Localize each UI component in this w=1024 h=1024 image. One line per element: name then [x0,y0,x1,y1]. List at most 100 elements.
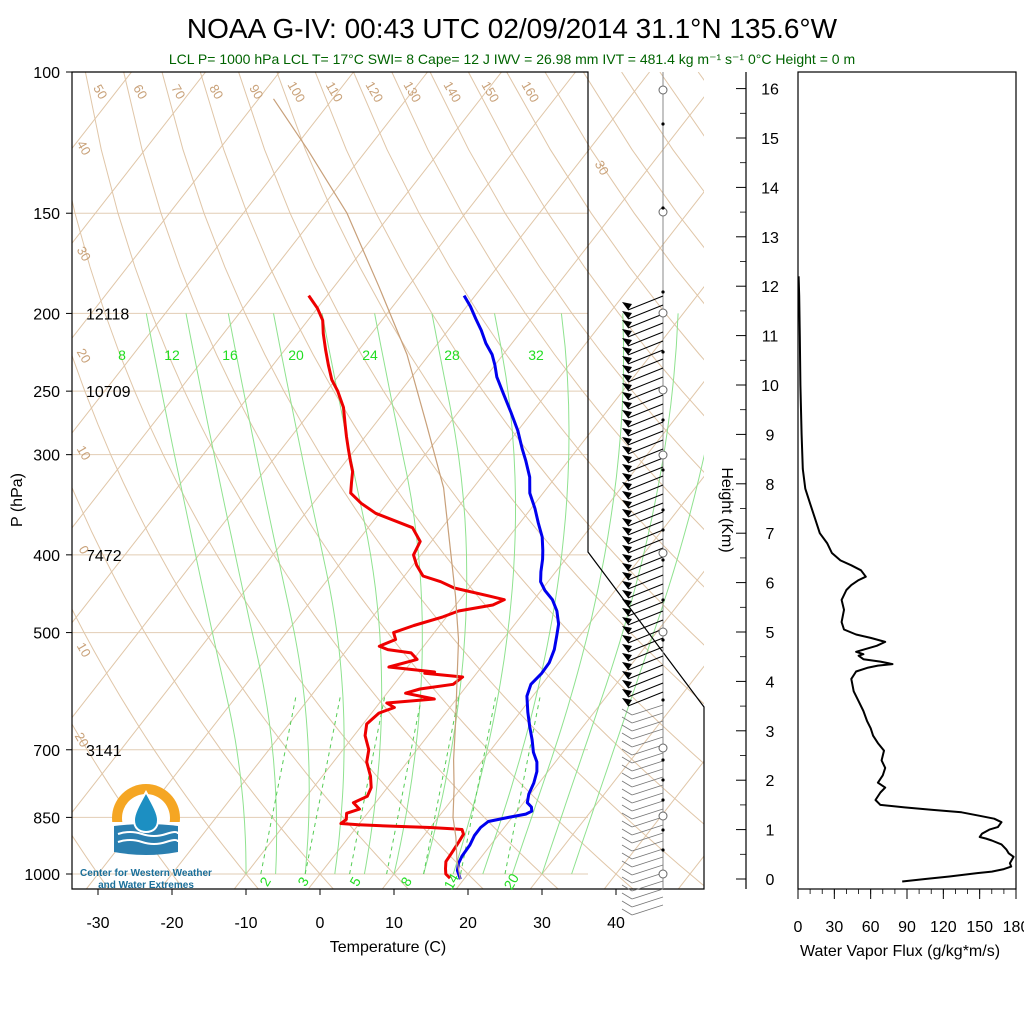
dry-adiabat-line [72,723,185,889]
dry-adiabat-line [697,72,704,81]
wind-barb-flag [622,428,632,436]
wind-barb [631,888,664,900]
wind-barb-feather [621,796,633,804]
wind-barb-flag [622,653,632,661]
wind-barb-feather [621,852,633,860]
wind-barb [631,864,664,876]
x-tick-label: 0 [316,915,325,932]
wind-level-dot [661,508,665,512]
height-tick-label: 8 [766,477,775,494]
moist-adiabat-line [423,313,468,875]
dry-adiabat-line [161,72,704,887]
isotherm-label: 40 [74,138,94,158]
wind-barb [631,880,664,892]
wind-barb [627,430,664,446]
wind-barb [627,493,664,509]
wind-barb [627,502,664,518]
height-tick-label: 12 [761,279,779,296]
mixing-ratio-label: 12 [164,347,180,363]
parcel-curve [273,98,461,880]
wind-barb-feather [621,876,633,884]
wind-barb-flag [622,662,632,670]
wind-barb-flag [622,509,632,517]
mixing-ratio-line [349,695,386,875]
wind-barb [627,673,664,689]
wind-barb [627,403,664,419]
wvf-curve [798,276,1015,883]
wind-barb [627,538,664,554]
moist-adiabat-line [571,454,704,875]
wind-barb [627,304,664,320]
lower-mixing-label: 5 [346,874,364,889]
wind-barb-feather [621,764,633,772]
wind-barb-flag [622,545,632,553]
isotherm-line [72,72,428,529]
adiabat-label: 100 [285,79,309,105]
wind-barb-flag [622,590,632,598]
wind-barb-flag [622,437,632,445]
wind-barb-feather [621,836,633,844]
lower-mixing-label: 8 [397,874,415,889]
wind-level-dot [661,290,665,294]
moist-adiabat-line [511,313,625,875]
y-axis-label: P (hPa) [9,473,26,527]
wind-barb-feather [621,748,633,756]
wind-barb-flag [622,572,632,580]
wind-level-dot [661,798,665,802]
wind-barb-flag [622,356,632,364]
y-tick-label: 700 [33,743,60,760]
height-tick-label: 2 [766,773,775,790]
wind-barb-flag [622,392,632,400]
logo-wave-icon [117,831,179,837]
wind-barb [627,322,664,338]
wind-barb [631,816,664,828]
wind-barb [631,744,664,756]
dry-adiabat-line [467,72,704,417]
wind-barb [631,848,664,860]
height-tick-label: 11 [762,329,779,346]
height-axis-label: Height (Km) [718,467,735,552]
wind-barb-feather [621,788,633,796]
height-tick-label: 7 [766,526,775,543]
height-tick-label: 14 [761,180,779,197]
wind-barb [627,691,664,707]
wind-barb [627,655,664,671]
wind-level-dot [661,122,665,126]
wind-calm-circle [658,811,668,821]
lower-mixing-label: 2 [256,874,274,889]
wind-barb [627,583,664,599]
logo-drop-icon [132,789,160,834]
wind-barb [627,358,664,374]
dry-adiabat-line [621,72,704,193]
wind-barb-flag [622,338,632,346]
wind-barb-flag [622,626,632,634]
skewt-border [71,71,705,890]
isotherm-line [381,475,704,889]
dry-adiabat-line [72,354,409,889]
cw3e-logo: Center for Western Weather and Water Ext… [80,784,212,891]
wind-barb-flag [622,698,632,706]
wind-barb-feather [621,780,633,788]
wind-barb-feather [621,740,633,748]
dry-adiabat-line [391,72,704,531]
y-tick-label: 850 [33,810,60,827]
y-tick-label: 100 [33,65,60,82]
isotherm-line [159,191,704,889]
adiabat-label: 70 [168,82,188,102]
isotherm-line [72,72,576,719]
wind-calm-circle [658,450,668,460]
x-axis-label: Temperature (C) [330,939,446,956]
isotherm-line [72,72,354,434]
wind-barb [631,824,664,836]
height-tick-label: 5 [766,625,775,642]
isotherm-line [72,72,650,814]
dry-adiabat-line [353,72,704,588]
wind-barb-feather [621,908,633,916]
wind-barb-flag [622,464,632,472]
y-tick-label: 500 [33,626,60,643]
mixing-ratio-line [504,695,541,875]
adiabat-label: 130 [401,79,425,105]
height-tick-label: 4 [766,674,775,691]
mixing-ratio-line [304,695,341,875]
wind-barb [631,712,664,724]
